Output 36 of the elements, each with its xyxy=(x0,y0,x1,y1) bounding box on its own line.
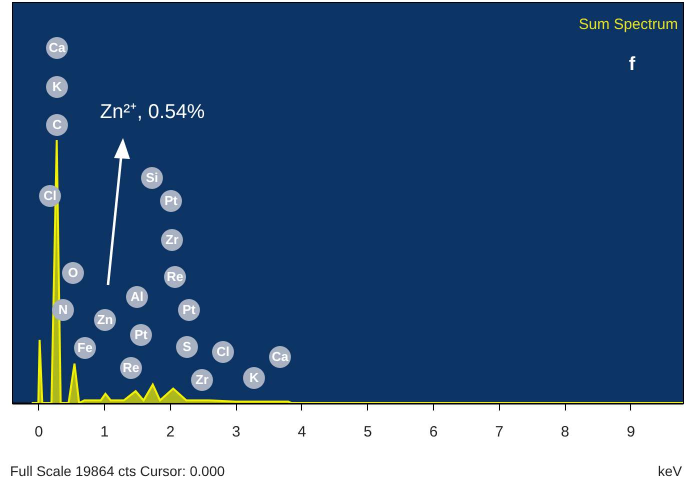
x-tick-label: 7 xyxy=(495,424,504,440)
x-tick-label: 0 xyxy=(34,424,43,440)
annotation: Cl xyxy=(44,188,56,203)
x-tick-label: 3 xyxy=(232,424,240,440)
text: f xyxy=(628,54,636,75)
annotation: Re xyxy=(122,360,140,375)
annotation: Si xyxy=(146,170,158,185)
annotation: Pt xyxy=(182,302,196,317)
text: Ca xyxy=(48,40,66,55)
x-tick-label: 4 xyxy=(298,424,306,440)
text: Zn²⁺, 0.54% xyxy=(100,101,206,123)
annotation: Zr xyxy=(196,372,208,387)
annotation: Cl xyxy=(216,344,230,359)
annotation: Ca xyxy=(272,349,290,364)
text: Full Scale 19864 cts Cursor: 0.000 xyxy=(10,463,225,479)
annotation: Zr xyxy=(166,232,178,247)
annotation: N xyxy=(58,302,68,317)
text: K xyxy=(52,79,62,94)
annotation: Zn xyxy=(97,312,113,327)
x-tick-label: 9 xyxy=(626,424,636,440)
x-axis-title: keV xyxy=(658,463,683,479)
x-tick-label: 5 xyxy=(364,424,372,440)
annotation: K xyxy=(249,370,260,385)
text: C xyxy=(52,117,62,132)
chart-title: Sum Spectrum xyxy=(578,16,678,33)
annotation: O xyxy=(68,265,78,280)
annotation: Re xyxy=(166,269,184,284)
x-tick-label: 2 xyxy=(166,424,175,440)
x-tick-label: 8 xyxy=(560,424,570,440)
annotation: Al xyxy=(130,289,144,304)
annotation: Fe xyxy=(77,340,93,355)
annotation: S xyxy=(182,339,192,354)
annotation: Pt xyxy=(134,327,148,342)
annotation: Pt xyxy=(164,193,178,208)
x-tick-label: 1 xyxy=(100,424,109,440)
x-tick-label: 6 xyxy=(429,424,438,440)
